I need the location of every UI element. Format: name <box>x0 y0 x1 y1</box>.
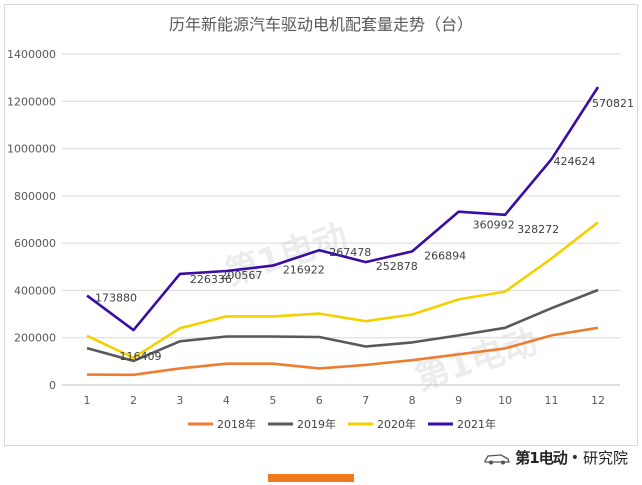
data-label: 266894 <box>424 249 466 262</box>
chart-title: 历年新能源汽车驱动电机配套量走势（台） <box>169 15 473 34</box>
brand-name: 第1电动 <box>515 449 567 467</box>
y-tick-label: 1400000 <box>7 48 56 61</box>
y-tick-label: 0 <box>49 379 56 392</box>
y-tick-label: 400000 <box>14 284 56 297</box>
data-label: 570821 <box>592 97 634 110</box>
legend-label: 2021年 <box>457 417 496 431</box>
series-line-2018年 <box>86 326 599 377</box>
x-tick-label: 7 <box>362 394 369 407</box>
chart-frame <box>4 4 638 446</box>
series-line-2019年 <box>86 288 599 363</box>
legend-label: 2020年 <box>377 417 416 431</box>
data-label: 173880 <box>95 292 137 305</box>
car-icon <box>484 453 511 464</box>
x-tick-label: 5 <box>269 394 276 407</box>
x-tick-label: 3 <box>176 394 183 407</box>
x-tick-label: 1 <box>84 394 91 407</box>
brand-logo: 第1电动 • 研究院 <box>483 447 628 468</box>
x-tick-label: 2 <box>130 394 137 407</box>
legend-label: 2018年 <box>217 417 256 431</box>
brand-separator: • <box>570 449 579 466</box>
x-tick-label: 4 <box>223 394 230 407</box>
x-tick-label: 9 <box>455 394 462 407</box>
y-tick-label: 600000 <box>14 237 56 250</box>
data-label: 252878 <box>376 260 418 273</box>
data-label: 360992 <box>473 219 515 232</box>
x-tick-label: 11 <box>545 394 559 407</box>
y-tick-label: 800000 <box>14 190 56 203</box>
data-label: 226336 <box>190 273 232 286</box>
series-line-2020年 <box>86 221 599 360</box>
x-tick-label: 10 <box>498 394 512 407</box>
data-label: 116409 <box>119 350 161 363</box>
data-label: 200567 <box>220 269 262 282</box>
line-chart: 历年新能源汽车驱动电机配套量走势（台）第1电动第1电动0200000400000… <box>7 15 634 431</box>
x-tick-label: 6 <box>316 394 323 407</box>
data-label: 328272 <box>517 223 559 236</box>
x-tick-label: 8 <box>409 394 416 407</box>
accent-bar <box>268 474 354 482</box>
y-tick-label: 200000 <box>14 332 56 345</box>
legend-label: 2019年 <box>297 417 336 431</box>
y-tick-label: 1000000 <box>7 143 56 156</box>
data-label: 267478 <box>329 246 371 259</box>
data-label: 424624 <box>554 155 596 168</box>
brand-sub: 研究院 <box>582 449 628 467</box>
data-label: 216922 <box>283 264 325 277</box>
y-tick-label: 1200000 <box>7 95 56 108</box>
series-line-2021年 <box>86 86 600 332</box>
x-tick-label: 12 <box>591 394 605 407</box>
